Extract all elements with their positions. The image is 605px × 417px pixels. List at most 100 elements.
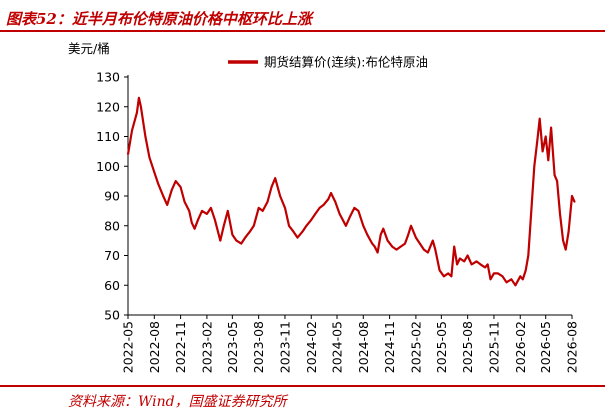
- data-point: [266, 201, 269, 203]
- data-point: [538, 117, 541, 120]
- figure-title: 图表52：近半月布伦特原油价格中枢环比上涨: [6, 10, 312, 28]
- data-point: [567, 230, 570, 233]
- data-point: [362, 224, 365, 227]
- figure-source: 资料来源：Wind，国盛证券研究所: [68, 394, 287, 410]
- data-point: [404, 242, 406, 245]
- data-point: [443, 275, 445, 278]
- data-point: [330, 192, 332, 194]
- data-point: [327, 198, 330, 200]
- data-point: [252, 224, 255, 227]
- data-point: [314, 213, 317, 215]
- data-point: [153, 171, 156, 174]
- data-point: [529, 224, 532, 227]
- x-tick-label: 2023-05: [225, 321, 240, 373]
- data-point: [489, 278, 492, 281]
- data-point: [357, 210, 360, 212]
- y-tick-label: 110: [96, 129, 120, 144]
- data-point: [322, 204, 325, 206]
- x-tick-label: 2023-02: [199, 321, 214, 373]
- x-tick-label: 2022-08: [147, 321, 162, 373]
- data-point: [226, 210, 229, 212]
- data-point: [564, 248, 567, 251]
- data-point: [559, 213, 561, 215]
- data-point: [531, 195, 534, 197]
- x-tick-label: 2025-05: [434, 321, 449, 373]
- data-point: [527, 254, 530, 257]
- data-point: [484, 266, 486, 269]
- x-tick-label: 2026-08: [565, 321, 580, 373]
- data-point: [379, 233, 382, 236]
- data-point: [514, 284, 517, 287]
- x-tick-label: 2026-02: [513, 321, 528, 373]
- data-point: [386, 239, 389, 242]
- data-point: [201, 210, 203, 212]
- data-point: [318, 207, 321, 209]
- data-point: [553, 174, 556, 177]
- data-point: [279, 195, 281, 197]
- x-tick-label: 2024-05: [329, 321, 344, 373]
- data-point: [391, 245, 394, 248]
- data-point: [497, 272, 499, 275]
- data-point: [562, 239, 564, 242]
- data-point: [248, 230, 251, 233]
- data-point: [170, 189, 173, 192]
- x-tick-label: 2024-11: [382, 321, 397, 373]
- data-point: [197, 218, 199, 221]
- y-tick-label: 130: [96, 70, 120, 85]
- data-point: [493, 272, 495, 275]
- data-point: [157, 183, 160, 186]
- data-point: [162, 195, 165, 197]
- data-point: [415, 236, 417, 239]
- x-tick-label: 2022-11: [173, 321, 188, 373]
- data-point: [547, 159, 550, 162]
- source-rule: [0, 385, 605, 387]
- data-point: [261, 210, 264, 212]
- data-point: [334, 201, 337, 203]
- x-tick-label: 2023-08: [251, 321, 266, 373]
- series-line: [126, 96, 576, 287]
- data-point: [453, 245, 456, 248]
- data-point: [470, 263, 473, 266]
- data-point: [533, 165, 536, 168]
- data-point: [140, 105, 142, 108]
- x-tick-label: 2025-02: [408, 321, 423, 373]
- data-point: [244, 236, 247, 239]
- x-tick-label: 2023-11: [277, 321, 292, 373]
- x-tick-label: 2024-02: [304, 321, 319, 373]
- data-point: [174, 180, 177, 183]
- data-point: [399, 245, 402, 248]
- data-point: [301, 230, 304, 233]
- data-point: [456, 263, 458, 266]
- y-tick-label: 90: [104, 189, 120, 204]
- data-point: [131, 129, 133, 132]
- y-tick-label: 80: [104, 218, 120, 233]
- data-point: [345, 224, 347, 227]
- data-point: [214, 218, 216, 221]
- data-point: [450, 275, 453, 278]
- data-point: [292, 230, 295, 233]
- y-tick-label: 70: [104, 248, 120, 263]
- data-point: [438, 269, 441, 272]
- data-point: [510, 278, 513, 281]
- y-tick-label: 50: [104, 308, 120, 323]
- x-tick-label: 2025-11: [486, 321, 501, 373]
- data-point: [206, 213, 208, 215]
- data-point: [240, 242, 243, 245]
- axes: 50 60 70 80 90 100 110 120 130 2022-05 2022-08 2022…: [96, 70, 579, 374]
- data-point: [521, 278, 524, 281]
- data-point: [183, 201, 186, 203]
- data-point: [423, 248, 425, 251]
- title-rule: [0, 30, 605, 32]
- data-point: [427, 251, 429, 254]
- data-point: [431, 239, 434, 242]
- data-point: [296, 236, 299, 239]
- y-tick-label: 60: [104, 278, 120, 293]
- data-point: [366, 233, 369, 236]
- x-tick-label: 2025-08: [460, 321, 475, 373]
- y-tick-label: 120: [96, 99, 120, 114]
- plot-area: [126, 96, 576, 287]
- data-point: [210, 207, 212, 209]
- data-point: [479, 263, 482, 266]
- data-point: [395, 248, 398, 251]
- x-tick-label: 2024-08: [356, 321, 371, 373]
